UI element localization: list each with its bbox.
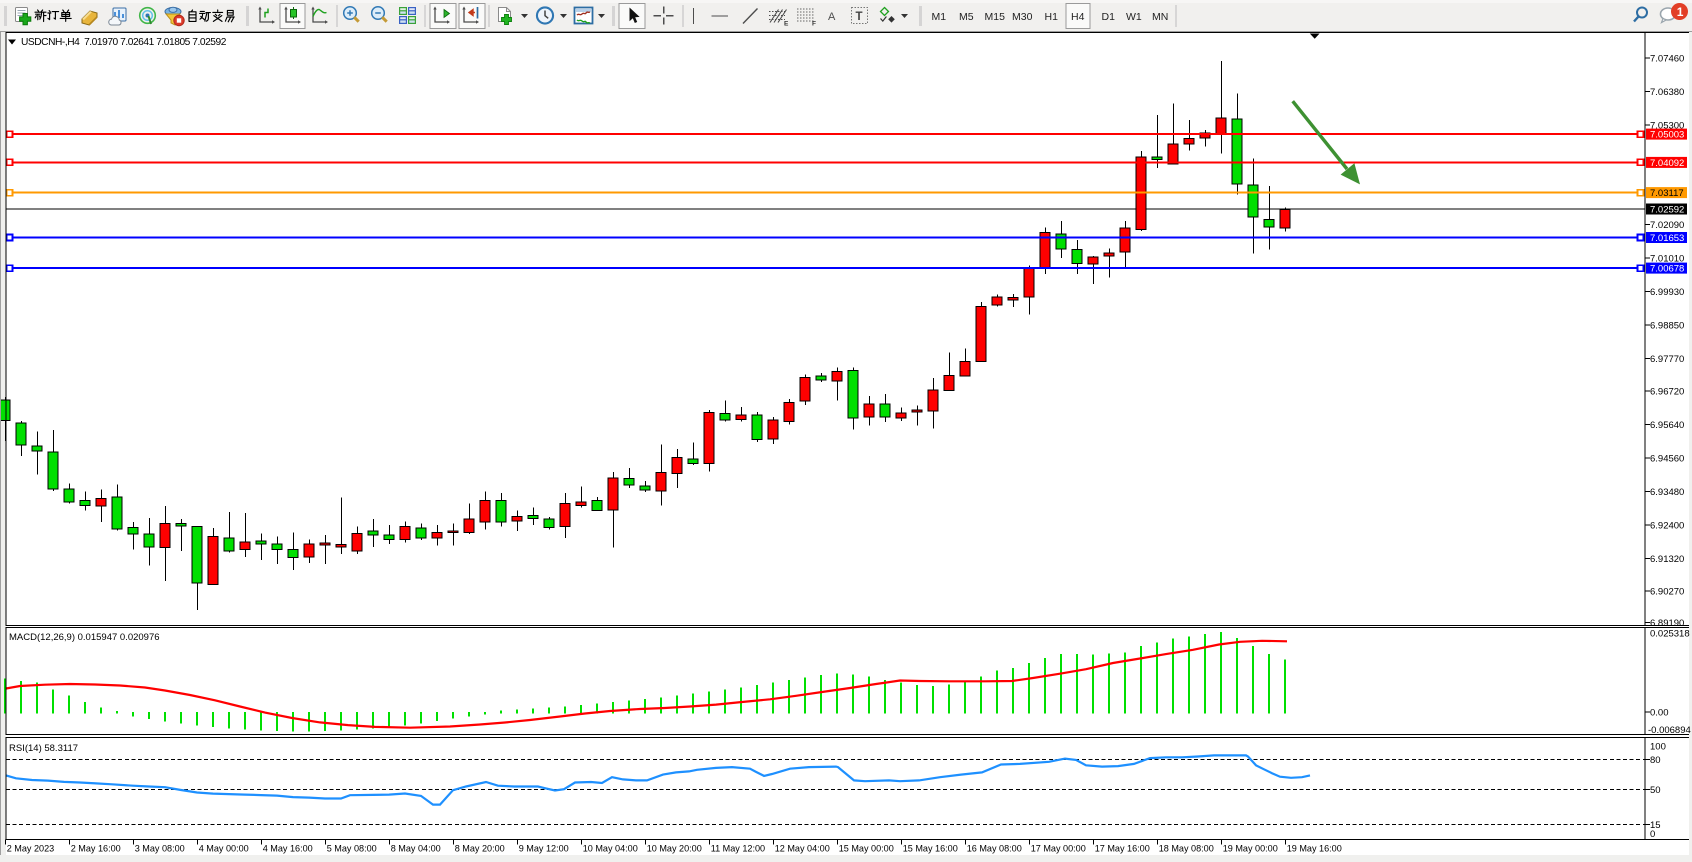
svg-text:M15: M15 [985, 11, 1006, 23]
svg-text:1: 1 [1677, 5, 1684, 19]
svg-text:18 May 08:00: 18 May 08:00 [1159, 844, 1214, 854]
svg-text:7.01010: 7.01010 [1650, 254, 1684, 265]
svg-text:5 May 08:00: 5 May 08:00 [327, 844, 377, 854]
svg-text:USDCNH-,H4 7.01970 7.02641 7.: USDCNH-,H4 7.01970 7.02641 7.01805 7.025… [21, 37, 227, 48]
svg-text:6.91320: 6.91320 [1650, 554, 1684, 565]
svg-text:4 May 16:00: 4 May 16:00 [263, 844, 313, 854]
svg-text:12 May 04:00: 12 May 04:00 [775, 844, 830, 854]
svg-text:17 May 16:00: 17 May 16:00 [1095, 844, 1150, 854]
svg-text:0.025318: 0.025318 [1650, 628, 1690, 639]
svg-text:10 May 20:00: 10 May 20:00 [647, 844, 702, 854]
svg-text:7.05300: 7.05300 [1650, 120, 1684, 131]
svg-text:H1: H1 [1045, 11, 1059, 23]
svg-text:7.02090: 7.02090 [1650, 220, 1684, 231]
svg-text:80: 80 [1650, 755, 1661, 766]
svg-text:15 May 16:00: 15 May 16:00 [903, 844, 958, 854]
svg-text:0.00: 0.00 [1650, 707, 1669, 718]
svg-text:6.92400: 6.92400 [1650, 521, 1684, 532]
svg-text:2 May 16:00: 2 May 16:00 [71, 844, 121, 854]
svg-text:7.02592: 7.02592 [1650, 205, 1684, 216]
svg-text:6.98850: 6.98850 [1650, 321, 1684, 332]
svg-text:7.00678: 7.00678 [1650, 264, 1684, 275]
svg-text:6.89190: 6.89190 [1650, 618, 1684, 629]
svg-text:7.07460: 7.07460 [1650, 53, 1684, 64]
svg-text:6.99930: 6.99930 [1650, 287, 1684, 298]
svg-text:M1: M1 [932, 11, 947, 23]
svg-text:7.05003: 7.05003 [1650, 130, 1684, 141]
svg-text:4 May 00:00: 4 May 00:00 [199, 844, 249, 854]
svg-text:100: 100 [1650, 742, 1666, 753]
svg-text:9 May 12:00: 9 May 12:00 [519, 844, 569, 854]
svg-text:19 May 16:00: 19 May 16:00 [1287, 844, 1342, 854]
svg-text:T: T [856, 11, 863, 23]
svg-text:RSI(14) 58.3117: RSI(14) 58.3117 [9, 743, 78, 754]
svg-text:6.94560: 6.94560 [1650, 454, 1684, 465]
svg-text:6.90270: 6.90270 [1650, 587, 1684, 598]
svg-text:7.03117: 7.03117 [1650, 188, 1684, 199]
svg-text:3 May 08:00: 3 May 08:00 [135, 844, 185, 854]
svg-text:M30: M30 [1012, 11, 1033, 23]
svg-text:15: 15 [1650, 820, 1661, 831]
svg-text:6.96720: 6.96720 [1650, 387, 1684, 398]
svg-text:A: A [828, 11, 836, 23]
svg-text:7.06380: 7.06380 [1650, 87, 1684, 98]
svg-text:E: E [784, 21, 789, 28]
svg-text:6.97770: 6.97770 [1650, 354, 1684, 365]
svg-text:17 May 00:00: 17 May 00:00 [1031, 844, 1086, 854]
svg-text:MN: MN [1152, 11, 1168, 23]
svg-text:19 May 00:00: 19 May 00:00 [1223, 844, 1278, 854]
svg-text:16 May 08:00: 16 May 08:00 [967, 844, 1022, 854]
svg-text:MACD(12,26,9) 0.015947 0.02097: MACD(12,26,9) 0.015947 0.020976 [9, 632, 160, 643]
svg-text:8 May 20:00: 8 May 20:00 [455, 844, 505, 854]
svg-text:F: F [812, 21, 816, 28]
svg-text:50: 50 [1650, 785, 1661, 796]
svg-text:2 May 2023: 2 May 2023 [7, 844, 55, 854]
svg-text:7.04092: 7.04092 [1650, 158, 1684, 169]
svg-text:0: 0 [1650, 829, 1655, 840]
svg-text:7.01653: 7.01653 [1650, 233, 1684, 244]
svg-text:6.93480: 6.93480 [1650, 487, 1684, 498]
svg-text:8 May 04:00: 8 May 04:00 [391, 844, 441, 854]
svg-text:H4: H4 [1071, 11, 1085, 23]
svg-text:15 May 00:00: 15 May 00:00 [839, 844, 894, 854]
svg-text:10 May 04:00: 10 May 04:00 [583, 844, 638, 854]
svg-text:D1: D1 [1102, 11, 1116, 23]
svg-text:M5: M5 [959, 11, 974, 23]
svg-text:-0.006894: -0.006894 [1648, 725, 1691, 736]
svg-text:W1: W1 [1126, 11, 1142, 23]
svg-text:11 May 12:00: 11 May 12:00 [711, 844, 765, 854]
svg-text:6.95640: 6.95640 [1650, 420, 1684, 431]
